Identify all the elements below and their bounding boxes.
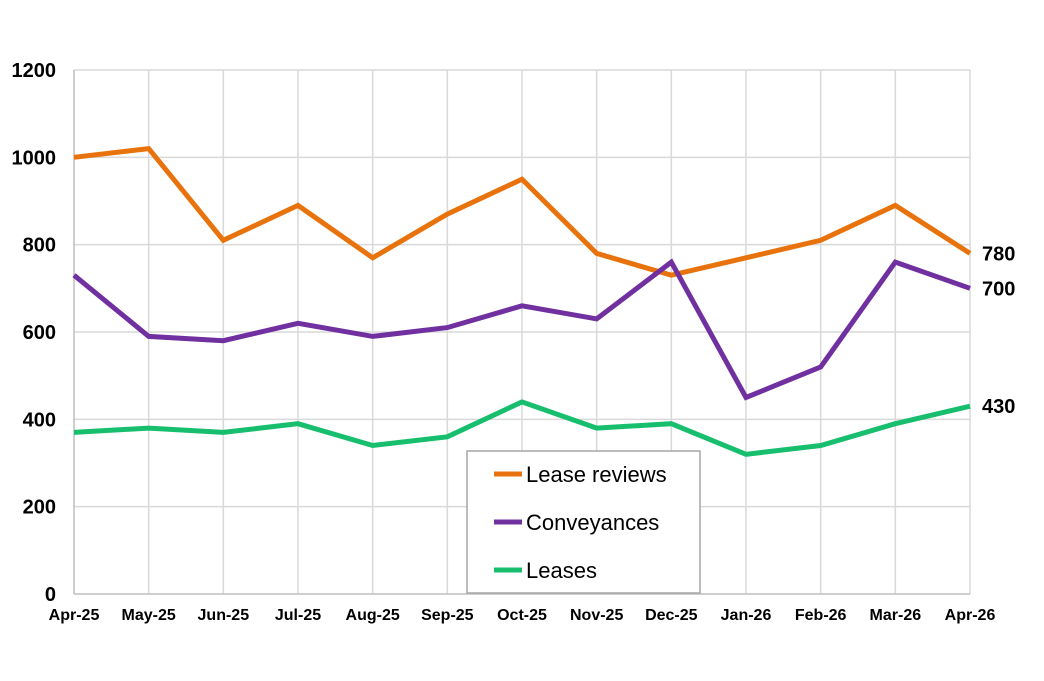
y-tick-label: 1200 bbox=[12, 60, 57, 82]
x-tick-label: Mar-26 bbox=[870, 607, 922, 624]
x-tick-label: Aug-25 bbox=[346, 607, 400, 624]
y-axis-ticks: 0 200 400 600 800 1000 1200 bbox=[12, 60, 57, 606]
legend: Lease reviews Conveyances Leases bbox=[466, 450, 701, 594]
y-tick-label: 200 bbox=[23, 497, 56, 519]
legend-label: Conveyances bbox=[526, 510, 659, 535]
x-tick-label: Apr-26 bbox=[945, 607, 996, 624]
x-tick-label: Dec-25 bbox=[645, 607, 698, 624]
y-tick-label: 1000 bbox=[12, 147, 57, 169]
x-tick-label: Oct-25 bbox=[497, 607, 547, 624]
x-tick-label: Jan-26 bbox=[721, 607, 772, 624]
x-tick-label: Apr-25 bbox=[49, 607, 100, 624]
x-tick-label: Nov-25 bbox=[570, 607, 623, 624]
end-labels: 780 700 430 bbox=[982, 243, 1015, 418]
y-tick-label: 0 bbox=[45, 584, 56, 606]
x-tick-label: May-25 bbox=[122, 607, 176, 624]
x-tick-label: Sep-25 bbox=[421, 607, 474, 624]
series-line-lease-reviews bbox=[73, 145, 972, 278]
x-axis-ticks: Apr-25 May-25 Jun-25 Jul-25 Aug-25 Sep-25 Oct-… bbox=[49, 607, 996, 624]
end-value-label: 780 bbox=[982, 243, 1015, 265]
series-line-leases bbox=[73, 399, 971, 457]
series-lines bbox=[72, 145, 972, 457]
legend-label: Lease reviews bbox=[526, 462, 667, 487]
end-value-label: 430 bbox=[982, 396, 1015, 418]
y-tick-label: 600 bbox=[23, 322, 56, 344]
y-tick-label: 400 bbox=[23, 409, 56, 431]
legend-label: Leases bbox=[526, 558, 597, 583]
x-tick-label: Jun-25 bbox=[198, 607, 250, 624]
x-tick-label: Jul-25 bbox=[275, 607, 321, 624]
x-tick-label: Feb-26 bbox=[795, 607, 847, 624]
end-value-label: 700 bbox=[982, 278, 1015, 300]
y-tick-label: 800 bbox=[23, 235, 56, 257]
